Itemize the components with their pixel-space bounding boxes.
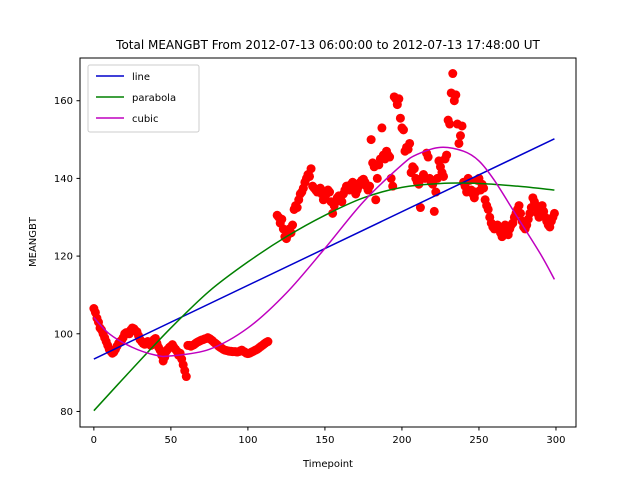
x-tick-label: 100: [238, 435, 257, 446]
x-tick-label: 200: [392, 435, 411, 446]
y-axis-label: MEANGBT: [28, 216, 39, 267]
y-tick-label: 80: [60, 407, 73, 418]
y-tick-label: 100: [54, 329, 73, 340]
x-tick-label: 300: [546, 435, 565, 446]
plot-area: [89, 69, 559, 412]
scatter-point: [372, 173, 382, 183]
fit-line-parabola: [93, 182, 555, 412]
x-tick-label: 150: [315, 435, 334, 446]
x-axis: 0 50 100 150 200 250 300: [91, 427, 566, 446]
scatter-point: [445, 119, 455, 129]
scatter-point: [263, 337, 273, 347]
scatter-point: [398, 125, 408, 135]
legend: line parabola cubic: [87, 64, 200, 133]
scatter-point: [288, 220, 298, 230]
scatter-point: [395, 113, 405, 123]
scatter-point: [409, 164, 419, 174]
scatter-point: [366, 135, 376, 145]
y-tick-label: 160: [54, 96, 73, 107]
legend-label-parabola: parabola: [132, 93, 176, 104]
x-tick-label: 0: [91, 435, 97, 446]
y-tick-label: 140: [54, 174, 73, 185]
x-tick-label: 50: [165, 435, 178, 446]
scatter-point: [442, 150, 452, 160]
scatter-point: [457, 121, 467, 131]
scatter-point: [429, 206, 439, 216]
scatter-point: [405, 138, 415, 148]
chart-title: Total MEANGBT From 2012-07-13 06:00:00 t…: [115, 38, 540, 52]
scatter-point: [394, 94, 404, 104]
scatter-point: [415, 203, 425, 213]
scatter-point: [455, 131, 465, 141]
x-axis-label: Timepoint: [302, 459, 353, 470]
scatter-point: [448, 69, 458, 79]
scatter-point: [325, 187, 335, 197]
scatter-point: [423, 152, 433, 162]
scatter-point: [377, 123, 387, 133]
scatter-point: [277, 214, 287, 224]
scatter-point: [365, 181, 375, 191]
scatter-point: [514, 201, 524, 211]
scatter-point: [306, 164, 316, 174]
y-tick-label: 120: [54, 252, 73, 263]
scatter-point: [305, 171, 315, 181]
axes-frame: [79, 57, 577, 428]
scatter-point: [439, 171, 449, 181]
y-axis: 80 100 120 140 160: [54, 96, 80, 418]
scatter-point: [385, 152, 395, 162]
scatter-point: [549, 208, 559, 218]
scatter-point: [516, 208, 526, 218]
legend-label-line: line: [132, 72, 150, 83]
scatter-point: [337, 197, 347, 207]
scatter-point: [371, 195, 381, 205]
legend-box: [87, 64, 200, 133]
legend-label-cubic: cubic: [132, 114, 158, 125]
scatter-point: [483, 204, 493, 214]
fit-line-cubic: [93, 146, 556, 358]
scatter-point: [292, 203, 302, 213]
scatter-point: [479, 183, 489, 193]
scatter-point: [451, 90, 461, 100]
scatter-point: [181, 372, 191, 382]
x-tick-label: 250: [469, 435, 488, 446]
scatter-point: [454, 138, 464, 148]
